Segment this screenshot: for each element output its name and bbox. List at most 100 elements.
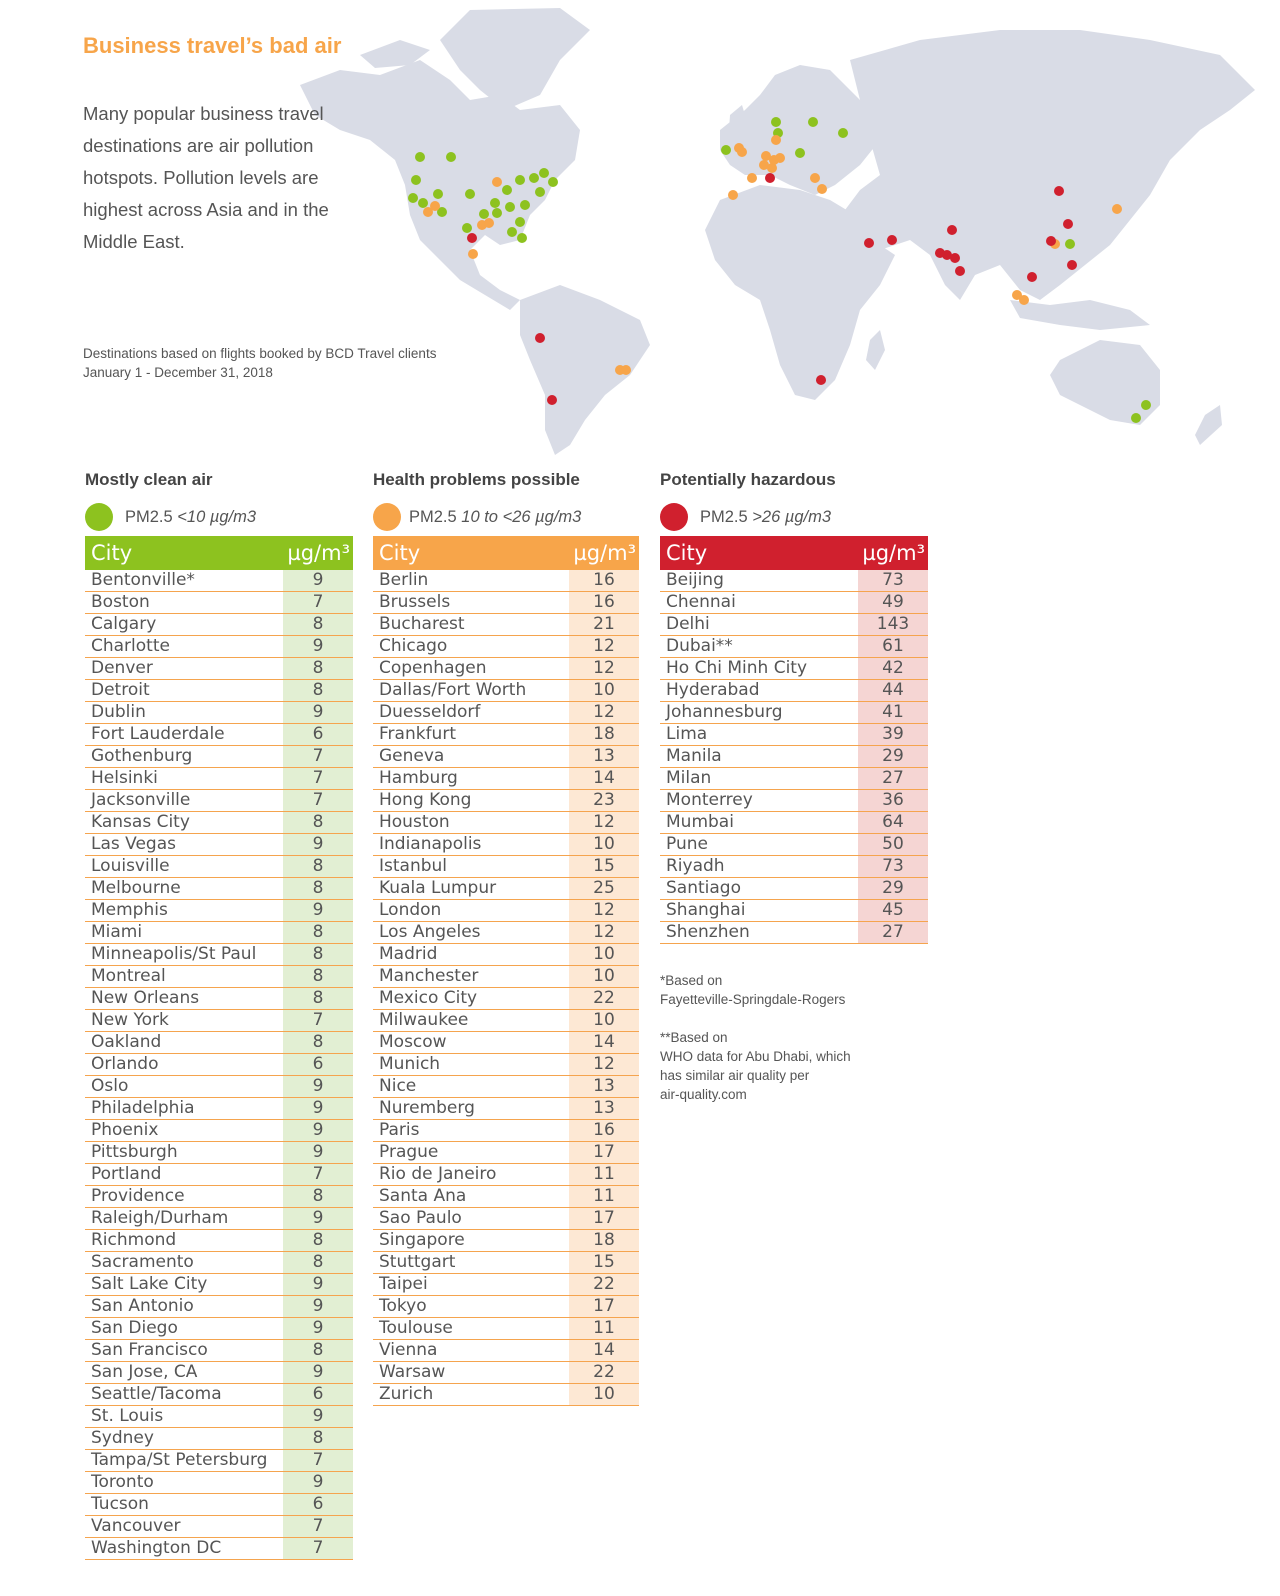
city-dot [411,175,421,185]
table-row: Hong Kong 23 [373,790,639,812]
pm25-value: 9 [283,1076,353,1097]
city-name: Brussels [379,592,451,612]
footnote-line: WHO data for Abu Dhabi, which [660,1049,851,1064]
intro-text: Many popular business travel destination… [83,103,329,252]
city-name: New Orleans [91,988,200,1008]
city-name: Kuala Lumpur [379,878,497,898]
city-dot [1063,219,1073,229]
pm25-value: 36 [858,790,928,811]
footnote-line: **Based on [660,1030,728,1045]
city-name: Duesseldorf [379,702,481,722]
city-name: Pune [666,834,708,854]
city-name: Portland [91,1164,162,1184]
city-name: Manila [666,746,722,766]
pm25-value: 8 [283,944,353,965]
table-row: Moscow 14 [373,1032,639,1054]
pm25-value: 6 [283,724,353,745]
city-dot [767,163,777,173]
city-dot [1012,290,1022,300]
city-name: London [379,900,442,920]
city-name: Providence [91,1186,185,1206]
pm25-value: 7 [283,1538,353,1559]
asia-shape [845,30,1255,300]
city-dot [810,173,820,183]
city-name: Milwaukee [379,1010,469,1030]
orange-dot-icon [373,503,401,531]
city-dot [747,173,757,183]
city-dot [1027,272,1037,282]
table-row: Toulouse 11 [373,1318,639,1340]
city-name: Calgary [91,614,157,634]
city-name: Zurich [379,1384,434,1404]
city-name: Charlotte [91,636,170,656]
table-row: Duesseldorf 12 [373,702,639,724]
table-row: Calgary 8 [85,614,353,636]
city-name: Boston [91,592,150,612]
footnote-line: *Based on [660,973,723,988]
city-name: Delhi [666,614,710,634]
table-row: Dallas/Fort Worth 10 [373,680,639,702]
pm25-value: 7 [283,790,353,811]
city-name: Jacksonville [91,790,191,810]
pm25-value: 13 [569,1098,639,1119]
group-clean: Mostly clean air PM2.5 <10 µg/m3 [85,470,365,532]
city-dot [721,145,731,155]
table-row: Prague 17 [373,1142,639,1164]
pm25-value: 9 [283,702,353,723]
pm25-value: 73 [858,570,928,591]
pm25-value: 45 [858,900,928,921]
city-name: Mumbai [666,812,734,832]
city-dot [415,152,425,162]
city-dot [517,233,527,243]
pm25-value: 15 [569,1252,639,1273]
city-name: Sydney [91,1428,154,1448]
source-line: Destinations based on flights booked by … [83,346,437,361]
city-name: Toronto [91,1472,154,1492]
table-header: City µg/m³ [660,536,928,570]
city-name: Las Vegas [91,834,176,854]
uk-shape [728,105,748,150]
city-name: Rio de Janeiro [379,1164,497,1184]
table-row: Toronto 9 [85,1472,353,1494]
city-dot [795,148,805,158]
city-dot [816,375,826,385]
city-name: Lima [666,724,708,744]
city-name: Dublin [91,702,146,722]
table-row: Oslo 9 [85,1076,353,1098]
pm25-value: 9 [283,1362,353,1383]
city-name: Paris [379,1120,420,1140]
pm25-value: 61 [858,636,928,657]
city-name: Sacramento [91,1252,194,1272]
pm25-value: 12 [569,922,639,943]
city-name: New York [91,1010,169,1030]
table-row: San Jose, CA 9 [85,1362,353,1384]
city-dot [1131,413,1141,423]
city-dot [423,207,433,217]
pm25-value: 9 [283,1472,353,1493]
table-body: Berlin 16 Brussels 16 Bucharest 21 Chicago 12 Co… [373,570,639,1406]
pm25-value: 18 [569,1230,639,1251]
table-row: Lima 39 [660,724,928,746]
city-name: Orlando [91,1054,159,1074]
city-dot [547,395,557,405]
city-dot [548,177,558,187]
legend-label: PM2.5 10 to <26 µg/m3 [409,507,582,526]
city-name: Louisville [91,856,170,876]
world-map [300,8,1255,455]
table-row: Milwaukee 10 [373,1010,639,1032]
pm25-value: 9 [283,1098,353,1119]
city-dot [759,160,769,170]
city-dot [864,238,874,248]
city-dot [947,225,957,235]
city-dot [437,207,447,217]
table-row: Mumbai 64 [660,812,928,834]
city-name: Riyadh [666,856,725,876]
pm25-value: 8 [283,680,353,701]
city-dot [1065,239,1075,249]
pm25-value: 14 [569,1032,639,1053]
city-name: Nuremberg [379,1098,475,1118]
table-row: Helsinki 7 [85,768,353,790]
city-name: Minneapolis/St Paul [91,944,257,964]
table-row: Dublin 9 [85,702,353,724]
city-name: Monterrey [666,790,753,810]
